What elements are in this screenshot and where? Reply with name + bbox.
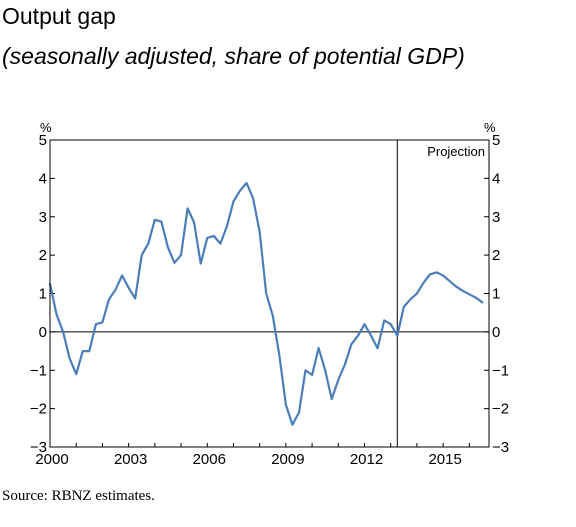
y-tick-label-left: −2 — [30, 401, 47, 418]
y-tick-label-left: 5 — [39, 132, 47, 149]
y-tick-label-left: 0 — [39, 324, 47, 341]
output-gap-line — [48, 181, 484, 426]
y-tick-label-left: −1 — [30, 362, 47, 379]
y-tick-label-right: −3 — [492, 439, 509, 456]
left-unit-label: % — [40, 120, 52, 135]
y-tick-label-right: −1 — [492, 362, 509, 379]
x-tick-label: 2012 — [350, 451, 383, 468]
y-tick-label-right: 2 — [492, 247, 500, 264]
y-tick-label-left: 3 — [39, 209, 47, 226]
x-tick-label: 2000 — [35, 451, 68, 468]
x-tick-label: 2003 — [114, 451, 147, 468]
x-axis: 2000 2003 2006 2009 2012 2015 — [35, 443, 470, 468]
right-unit-label: % — [484, 120, 496, 135]
y-tick-label-right: 0 — [492, 324, 500, 341]
x-tick-label: 2015 — [428, 451, 461, 468]
plot-frame — [49, 139, 490, 448]
y-axis-right: 5 4 3 2 1 0 −1 −2 −3 — [484, 132, 509, 456]
chart-subtitle: (seasonally adjusted, share of potential… — [2, 43, 465, 69]
source-note: Source: RBNZ estimates. — [2, 488, 155, 504]
y-tick-label-right: 1 — [492, 286, 500, 303]
chart-title: Output gap — [2, 3, 116, 29]
y-tick-label-right: 4 — [492, 170, 500, 187]
y-tick-label-left: 2 — [39, 247, 47, 264]
x-tick-label: 2006 — [193, 451, 226, 468]
y-tick-label-right: −2 — [492, 401, 509, 418]
y-tick-label-left: −3 — [30, 439, 47, 456]
y-tick-label-right: 3 — [492, 209, 500, 226]
y-tick-label-left: 1 — [39, 286, 47, 303]
x-tick-label: 2009 — [271, 451, 304, 468]
projection-label: Projection — [427, 144, 485, 159]
y-tick-label-right: 5 — [492, 132, 500, 149]
y-tick-label-left: 4 — [39, 170, 47, 187]
